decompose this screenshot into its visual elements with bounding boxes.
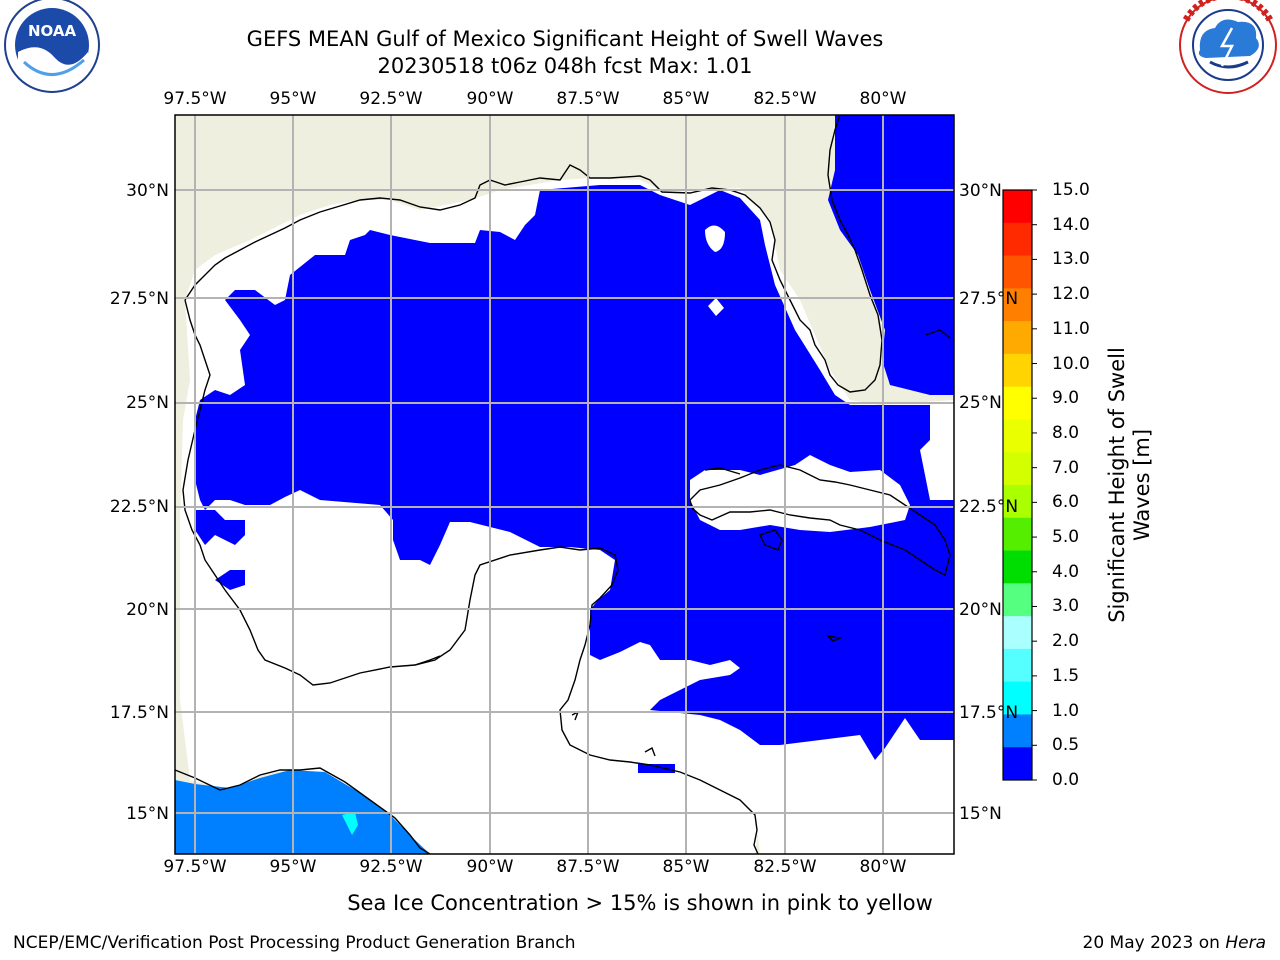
colorbar-segment xyxy=(1003,517,1032,552)
colorbar-segment xyxy=(1003,353,1032,388)
colorbar-segment xyxy=(1003,321,1032,355)
lat-label-left: 30°N xyxy=(126,181,169,201)
lat-label-right: 25°N xyxy=(959,393,1002,413)
lat-label-left: 15°N xyxy=(126,804,169,824)
chart-title: GEFS MEAN Gulf of Mexico Significant Hei… xyxy=(246,27,884,51)
colorbar-segment xyxy=(1003,747,1032,781)
colorbar-segment xyxy=(1003,583,1032,617)
lat-label-left: 22.5°N xyxy=(109,497,169,517)
colorbar-segment xyxy=(1003,222,1032,257)
colorbar-tick-label: 12.0 xyxy=(1052,284,1090,305)
lat-label-right: 17.5°N xyxy=(959,703,1019,723)
swell-field-low xyxy=(195,185,954,760)
colorbar-segment xyxy=(1003,550,1032,584)
colorbar-segment xyxy=(1003,419,1032,453)
colorbar-tick-label: 13.0 xyxy=(1052,249,1090,270)
colorbar-title-line1: Significant Height of Swell xyxy=(1105,347,1129,623)
colorbar-tick-label: 15.0 xyxy=(1052,180,1090,200)
lat-label-left: 20°N xyxy=(126,600,169,620)
lon-label-top: 82.5°W xyxy=(753,89,817,109)
lat-label-right: 15°N xyxy=(959,804,1002,824)
footer-date-text: 20 May 2023 on xyxy=(1082,933,1226,953)
lat-label-left: 17.5°N xyxy=(109,703,169,723)
colorbar-tick-label: 1.5 xyxy=(1052,665,1080,686)
lat-label-right: 20°N xyxy=(959,600,1002,620)
colorbar-segment xyxy=(1003,681,1032,715)
lon-label-bottom: 87.5°W xyxy=(556,857,620,877)
colorbar-title: Significant Height of Swell Waves [m] xyxy=(1105,347,1155,623)
lon-label-bottom: 80°W xyxy=(859,857,907,877)
colorbar-segment xyxy=(1003,386,1032,420)
lon-label-top: 87.5°W xyxy=(556,89,620,109)
chart-subtitle: 20230518 t06z 048h fcst Max: 1.01 xyxy=(377,54,753,78)
nws-logo xyxy=(1179,0,1277,94)
lat-label-left: 25°N xyxy=(126,393,169,413)
colorbar-segment xyxy=(1003,485,1032,519)
colorbar-tick-label: 7.0 xyxy=(1052,457,1080,478)
footer-date: 20 May 2023 on Hera xyxy=(1083,933,1267,953)
noaa-logo: NOAA xyxy=(4,0,100,93)
lon-label-top: 92.5°W xyxy=(359,89,423,109)
colorbar-segment xyxy=(1003,190,1032,224)
colorbar-segment xyxy=(1003,255,1032,289)
colorbar-segment xyxy=(1003,288,1032,322)
colorbar-tick-label: 9.0 xyxy=(1052,388,1080,409)
lat-label-right: 22.5°N xyxy=(959,497,1019,517)
sea-ice-note: Sea Ice Concentration > 15% is shown in … xyxy=(347,891,933,915)
lon-label-top: 97.5°W xyxy=(163,89,227,109)
colorbar-tick-label: 5.0 xyxy=(1052,527,1080,548)
lon-label-bottom: 85°W xyxy=(662,857,710,877)
lat-label-right: 30°N xyxy=(959,181,1002,201)
graticule xyxy=(175,115,954,854)
lon-label-top: 80°W xyxy=(859,89,907,109)
colorbar-tick-label: 6.0 xyxy=(1052,492,1080,513)
colorbar-title-line2: Waves [m] xyxy=(1130,428,1154,542)
colorbar-segment xyxy=(1003,648,1032,683)
lon-label-top: 95°W xyxy=(269,89,317,109)
map-frame xyxy=(174,114,955,855)
colorbar-tick-label: 0.0 xyxy=(1052,770,1080,790)
colorbar-tick-label: 4.0 xyxy=(1052,561,1080,582)
colorbar xyxy=(1002,189,1037,781)
map-panel xyxy=(175,115,954,854)
colorbar-segment xyxy=(1003,452,1032,486)
footer-host: Hera xyxy=(1225,933,1266,953)
colorbar-tick-label: 1.0 xyxy=(1052,700,1080,721)
colorbar-tick-label: 11.0 xyxy=(1052,318,1090,339)
lat-label-left: 27.5°N xyxy=(109,289,169,309)
lon-label-bottom: 97.5°W xyxy=(163,857,227,877)
colorbar-segment xyxy=(1003,714,1032,748)
colorbar-tick-label: 14.0 xyxy=(1052,214,1090,235)
footer-credit: NCEP/EMC/Verification Post Processing Pr… xyxy=(13,933,576,953)
colorbar-tick-label: 10.0 xyxy=(1052,353,1090,374)
colorbar-tick-label: 3.0 xyxy=(1052,596,1080,617)
lon-label-top: 85°W xyxy=(662,89,710,109)
coastline xyxy=(175,115,951,854)
colorbar-tick-label: 8.0 xyxy=(1052,422,1080,443)
colorbar-frame xyxy=(1002,189,1033,781)
colorbar-tick-label: 2.0 xyxy=(1052,631,1080,652)
lon-label-bottom: 82.5°W xyxy=(753,857,817,877)
colorbar-segment xyxy=(1003,616,1032,650)
colorbar-tick-label: 0.5 xyxy=(1052,735,1080,756)
lat-label-right: 27.5°N xyxy=(959,289,1019,309)
lon-label-bottom: 92.5°W xyxy=(359,857,423,877)
noaa-logo-text: NOAA xyxy=(28,22,77,40)
lon-label-bottom: 95°W xyxy=(269,857,317,877)
lon-label-top: 90°W xyxy=(466,89,514,109)
lon-label-bottom: 90°W xyxy=(466,857,514,877)
